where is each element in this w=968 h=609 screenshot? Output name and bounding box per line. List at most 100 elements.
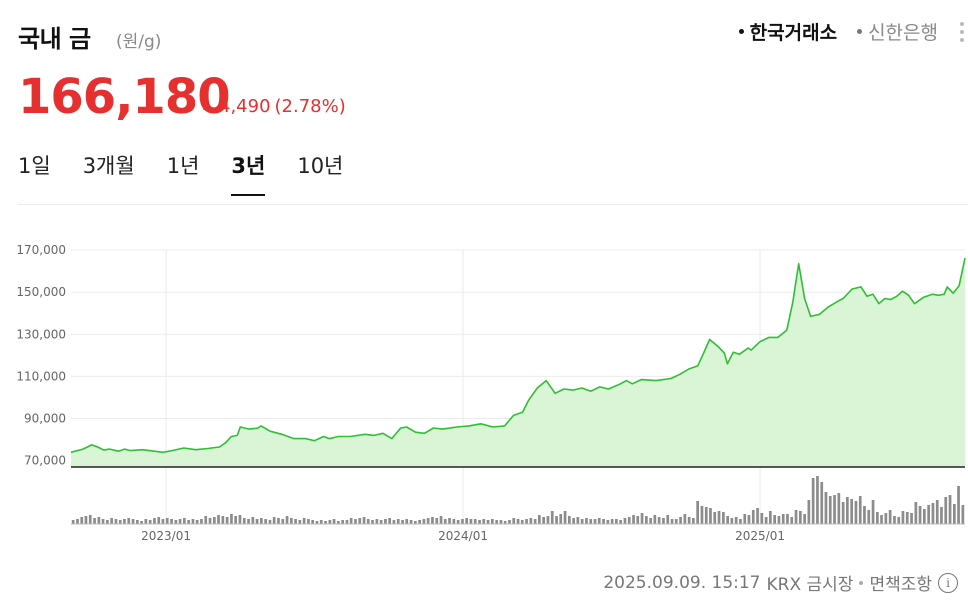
volume-bar <box>396 519 400 524</box>
volume-bar <box>867 510 871 524</box>
tab-3m[interactable]: 3개월 <box>82 154 135 178</box>
volume-bar <box>200 519 203 524</box>
volume-bar <box>478 520 481 524</box>
more-menu-icon[interactable] <box>960 22 964 42</box>
volume-bar <box>473 519 477 524</box>
volume-bar <box>674 519 678 524</box>
volume-bar <box>482 519 486 524</box>
volume-bar <box>520 520 524 524</box>
volume-bar <box>221 516 225 524</box>
volume-bar <box>858 496 862 524</box>
volume-bar <box>426 518 430 524</box>
volume-bar <box>298 520 302 524</box>
volume-bar <box>636 516 640 524</box>
volume-bar <box>931 503 935 524</box>
y-tick-label: 130,000 <box>16 327 66 341</box>
volume-bar <box>525 519 528 524</box>
volume-bar <box>165 518 169 524</box>
volume-bar <box>409 520 413 524</box>
volume-bar <box>871 500 875 524</box>
volume-bar <box>448 518 451 524</box>
volume-bar <box>790 517 794 524</box>
price-line <box>70 257 966 454</box>
tab-3y[interactable]: 3년 <box>231 150 265 196</box>
volume-bar <box>431 517 434 524</box>
info-icon[interactable]: i <box>938 572 958 593</box>
volume-bar <box>841 502 845 524</box>
volume-bar <box>516 519 520 524</box>
volume-bar <box>918 506 922 524</box>
volume-bar <box>696 501 699 524</box>
volume-bar <box>110 518 113 524</box>
volume-bar <box>157 517 161 524</box>
page-title: 국내 금 <box>18 25 91 53</box>
tab-1y[interactable]: 1년 <box>166 154 200 178</box>
volume-bar <box>251 517 255 524</box>
volume-bar <box>781 514 785 524</box>
y-tick-label: 110,000 <box>16 369 66 383</box>
volume-bar <box>627 517 631 524</box>
tab-10y[interactable]: 10년 <box>297 154 344 178</box>
price-area <box>71 258 965 467</box>
volume-bar <box>623 518 627 524</box>
volume-bar <box>337 521 340 524</box>
price-chart[interactable]: 170,000 150,000 130,000 110,000 90,000 70,000… <box>0 240 968 555</box>
volume-bar <box>910 513 913 524</box>
volume-bar <box>880 515 883 524</box>
volume-bar <box>401 520 404 524</box>
volume-bar <box>606 520 610 524</box>
disclaimer-link[interactable]: 면책조항 <box>869 575 932 595</box>
volume-bar <box>191 519 195 524</box>
volume-bar <box>948 495 952 524</box>
y-tick-label: 150,000 <box>16 285 66 299</box>
change-rate: (2.78%) <box>274 96 346 117</box>
volume-bar <box>307 519 310 524</box>
volume-bar <box>589 519 593 524</box>
volume-bar <box>148 520 152 524</box>
volume-bar <box>503 521 507 524</box>
volume-bar <box>559 514 563 524</box>
tab-1d[interactable]: 1일 <box>18 154 51 178</box>
volume-bar <box>610 519 614 524</box>
volume-bar <box>546 516 550 524</box>
exchange-shinhan-label: 신한은행 <box>868 22 938 44</box>
unit-label: (원/g) <box>116 32 162 52</box>
data-source: KRX 금시장 <box>766 575 854 595</box>
volume-bar <box>568 516 571 524</box>
volume-bar <box>443 519 447 524</box>
volume-bar <box>640 513 644 524</box>
volume-bar <box>294 519 297 524</box>
volume-bar <box>379 520 383 524</box>
exchange-krx[interactable]: 한국거래소 <box>738 18 837 45</box>
volume-bar <box>679 517 682 524</box>
volume-bar <box>277 518 280 524</box>
volume-bar <box>563 511 567 524</box>
volume-bar <box>260 518 263 524</box>
volume-bar <box>311 520 314 524</box>
volume-bar <box>576 517 580 524</box>
volume-bar <box>247 519 250 524</box>
volume-bar <box>204 516 208 524</box>
volume-bar <box>80 517 84 524</box>
separator-dot <box>859 580 864 585</box>
volume-bar <box>687 517 691 524</box>
volume-bar <box>632 515 635 524</box>
volume-bar <box>533 519 537 524</box>
volume-bar <box>195 520 199 524</box>
volume-bar <box>217 515 220 524</box>
volume-bar <box>816 476 819 524</box>
volume-bar <box>272 517 276 524</box>
volume-bar <box>499 520 503 524</box>
volume-bar <box>555 516 558 524</box>
volume-bar <box>743 514 747 524</box>
volume-bar <box>799 511 802 524</box>
volume-bar <box>615 519 618 524</box>
volume-bar <box>794 510 798 524</box>
exchange-shinhan[interactable]: 신한은행 <box>857 18 938 45</box>
volume-bar <box>683 514 687 524</box>
volume-bar <box>820 482 824 524</box>
volume-bar <box>649 518 652 524</box>
volume-bar <box>127 518 131 524</box>
volume-bar <box>734 517 738 524</box>
volume-bar <box>144 519 148 524</box>
